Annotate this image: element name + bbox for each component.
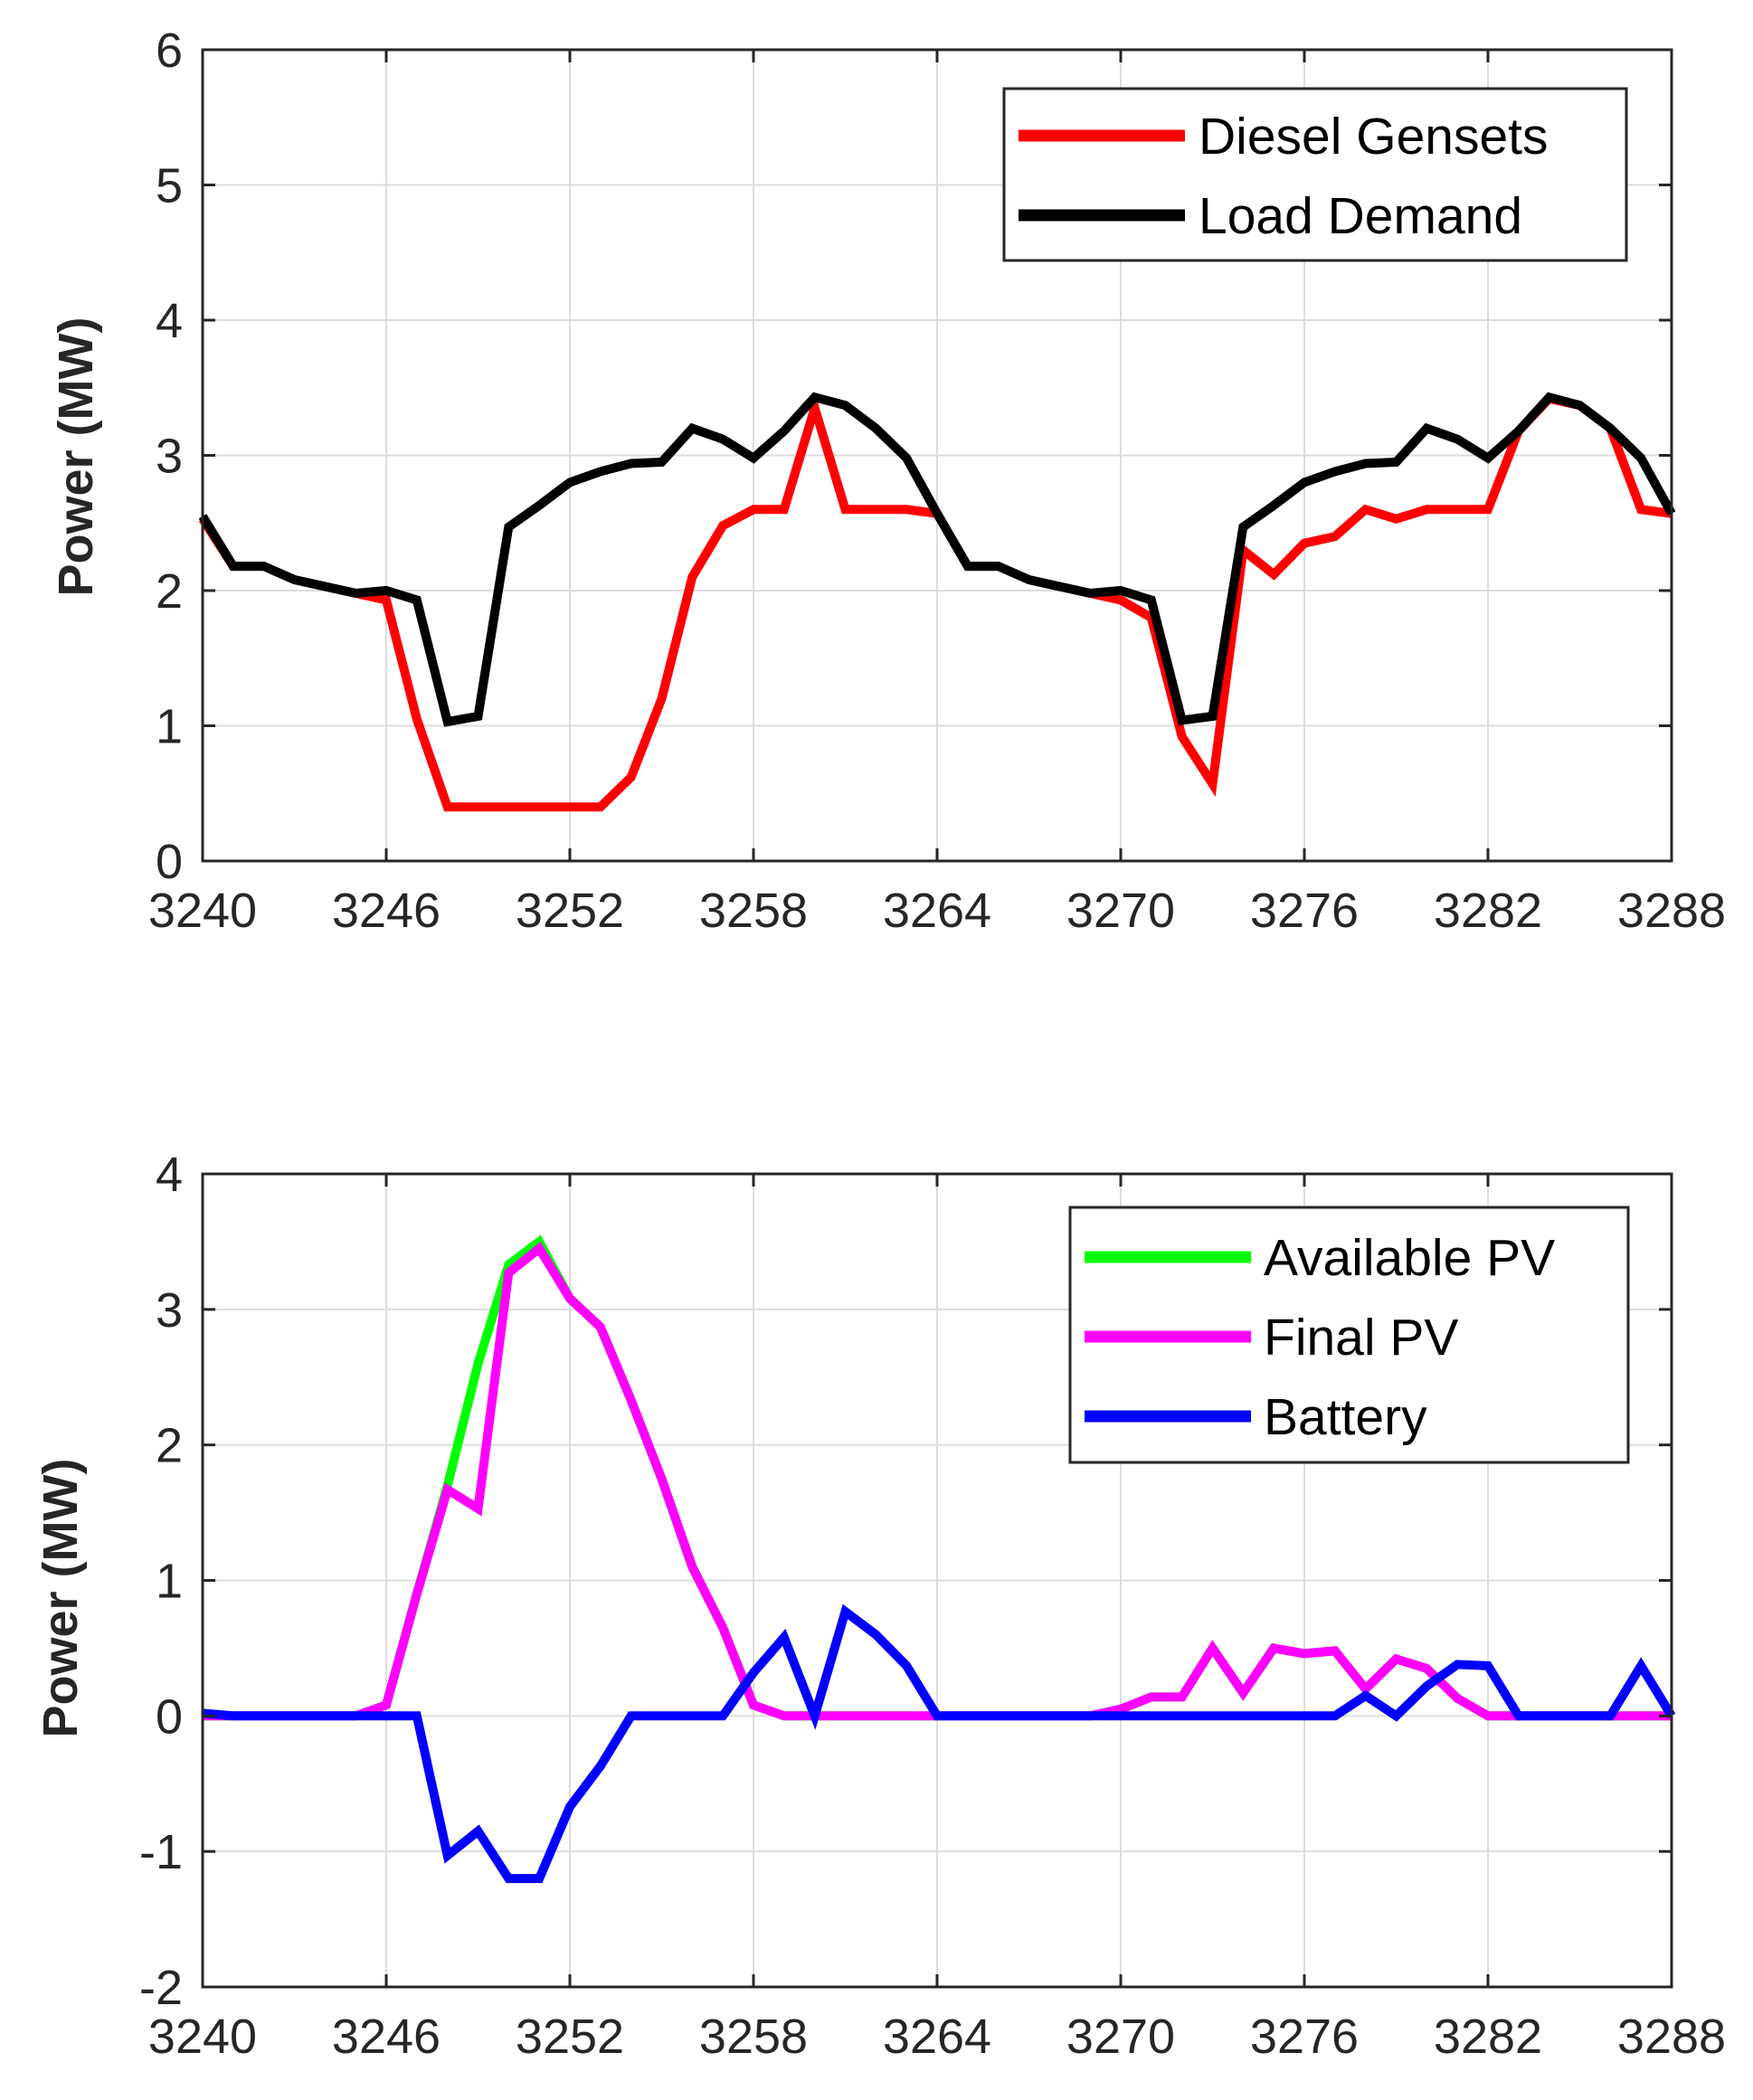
bottom-ytick-label-2: 2 [156, 1419, 183, 1473]
top-chart-legend: Diesel Gensets Load Demand [1002, 87, 1628, 262]
top-xtick-label-3246: 3246 [332, 884, 441, 938]
bottom-ytick-label--1: -1 [139, 1825, 183, 1879]
legend-label-final-pv: Final PV [1264, 1309, 1458, 1367]
top-chart-y-axis-label: Power (MW) [49, 317, 103, 597]
bottom-ytick-label-1: 1 [156, 1555, 183, 1609]
legend-label-available-pv: Available PV [1264, 1229, 1555, 1287]
top-ytick-label-2: 2 [156, 564, 183, 619]
top-series-load-demand [198, 392, 1676, 727]
bottom-chart-legend: Available PV Final PV Battery [1068, 1206, 1630, 1464]
bottom-ytick-label-4: 4 [156, 1148, 183, 1202]
top-ytick-label-5: 5 [156, 159, 183, 213]
top-xtick-label-3276: 3276 [1250, 884, 1359, 938]
top-ytick-label-3: 3 [156, 430, 183, 484]
bottom-xtick-label-3246: 3246 [332, 2010, 441, 2064]
top-xtick-label-3252: 3252 [516, 884, 624, 938]
top-chart-series [198, 392, 1676, 812]
bottom-xtick-label-3240: 3240 [148, 2010, 257, 2064]
top-ytick-label-1: 1 [156, 700, 183, 754]
top-chart-legend-box [1002, 87, 1628, 262]
top-chart-ticks: 3240 3246 3252 3258 3264 3270 3276 3282 3288 0 1 2 3… [148, 24, 1726, 938]
top-xtick-label-3258: 3258 [699, 884, 808, 938]
top-ytick-label-6: 6 [156, 24, 183, 78]
bottom-ytick-label--2: -2 [139, 1961, 183, 2015]
bottom-chart-ticks: 3240 3246 3252 3258 3264 3270 3276 3282 3288-2-1… [139, 1148, 1726, 2064]
bottom-ytick-label-3: 3 [156, 1283, 183, 1338]
bottom-chart-y-axis-label: Power (MW) [33, 1459, 88, 1738]
bottom-chart-series [202, 1234, 1676, 1884]
top-xtick-label-3282: 3282 [1434, 884, 1542, 938]
bottom-ytick-label-0: 0 [156, 1689, 183, 1744]
top-chart: 3240 3246 3252 3258 3264 3270 3276 3282 3288 0 1 2 3… [49, 24, 1726, 938]
top-xtick-label-3264: 3264 [883, 884, 991, 938]
legend-label-battery: Battery [1264, 1388, 1427, 1446]
bottom-xtick-label-3276: 3276 [1250, 2010, 1359, 2064]
bottom-xtick-label-3282: 3282 [1434, 2010, 1542, 2064]
bottom-xtick-label-3270: 3270 [1066, 2010, 1175, 2064]
legend-label-load-demand: Load Demand [1199, 187, 1522, 245]
top-ytick-label-4: 4 [156, 294, 183, 348]
top-xtick-label-3288: 3288 [1617, 884, 1726, 938]
bottom-xtick-label-3252: 3252 [516, 2010, 624, 2064]
bottom-xtick-label-3288: 3288 [1617, 2010, 1726, 2064]
top-xtick-label-3240: 3240 [148, 884, 257, 938]
bottom-xtick-label-3258: 3258 [699, 2010, 808, 2064]
top-ytick-label-0: 0 [156, 835, 183, 889]
bottom-chart: 3240 3246 3252 3258 3264 3270 3276 3282 3288-2-1… [33, 1148, 1726, 2064]
legend-label-diesel-gensets: Diesel Gensets [1199, 108, 1549, 166]
bottom-xtick-label-3264: 3264 [883, 2010, 991, 2064]
top-xtick-label-3270: 3270 [1066, 884, 1175, 938]
bottom-series-battery [202, 1603, 1676, 1884]
